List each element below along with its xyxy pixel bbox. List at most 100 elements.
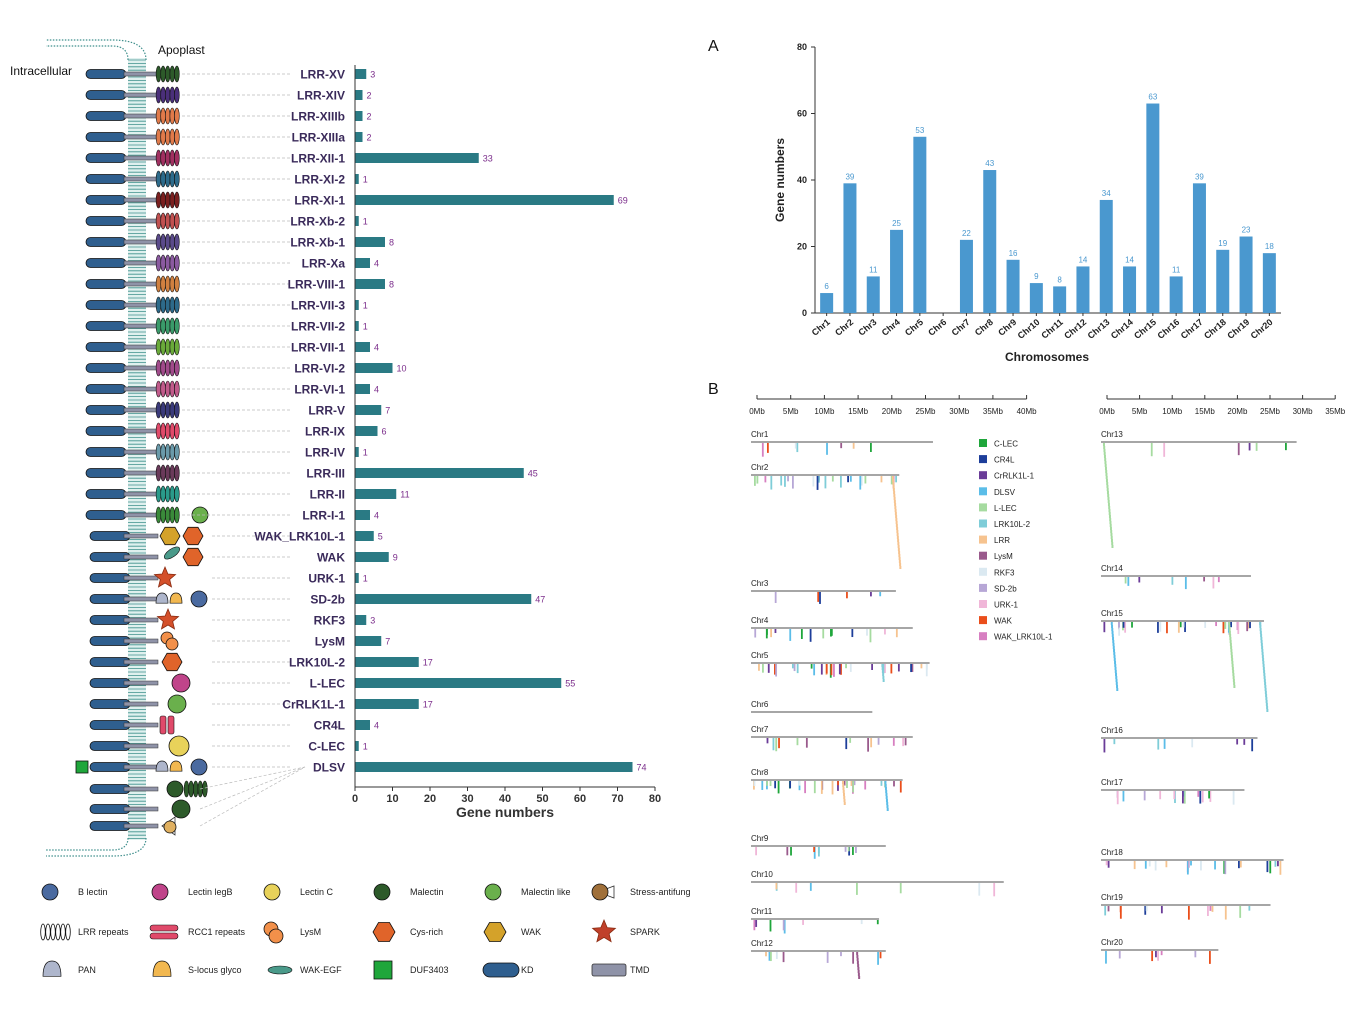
legend-swatch — [979, 600, 987, 608]
leader-line — [199, 766, 306, 790]
lrr-repeats-icon — [169, 443, 176, 461]
gene-marker — [852, 443, 855, 449]
chromosome-label: Chr17 — [1101, 778, 1123, 787]
value-label: 16 — [1009, 249, 1018, 258]
tmd-icon — [123, 722, 159, 728]
gene-marker — [1105, 951, 1107, 964]
kd-icon — [85, 426, 127, 436]
category-label: LysM — [315, 635, 345, 649]
scale-label: 35Mb — [983, 407, 1004, 416]
gene-marker — [1159, 622, 1162, 632]
lrr-repeats-icon — [155, 107, 162, 125]
value-label: 7 — [385, 637, 390, 647]
category-label: RKF3 — [314, 614, 346, 628]
gene-cluster — [1104, 467, 1107, 470]
gene-marker — [1144, 861, 1147, 869]
gene-cluster — [895, 521, 898, 524]
lrr-repeats-icon — [155, 149, 162, 167]
kd-icon — [85, 321, 127, 331]
gene-marker — [1194, 951, 1197, 958]
value-label: 4 — [374, 343, 379, 353]
chromosome-label: Chr19 — [1101, 893, 1123, 902]
horizontal-bar-chart: LRR-XV 3 LRR-XIV 2 LRR-XIIIb 2 LRR-XIIIa 2 LRR-X… — [254, 68, 646, 775]
legend-label: TMD — [630, 965, 650, 975]
x-tick-label: Chr5 — [903, 317, 925, 338]
lrr-repeats-icon — [165, 170, 171, 188]
receptor-c-lec — [89, 735, 290, 757]
gene-marker — [1160, 951, 1163, 956]
horizontal-bar-x-axis: Gene numbers 0 10 20 30 40 50 60 70 80 — [352, 65, 661, 820]
tmd-icon — [123, 743, 159, 749]
malectin-icon — [171, 799, 191, 819]
lrr-repeats-icon — [155, 317, 162, 335]
receptor-dlsv — [75, 758, 290, 776]
gene-cluster — [1102, 443, 1105, 446]
bar-chr13 — [1099, 199, 1113, 313]
gene-marker — [1255, 443, 1258, 451]
gene-cluster — [1103, 455, 1106, 458]
x-tick-label: Chr18 — [1202, 317, 1228, 341]
gene-marker — [890, 664, 893, 674]
gene-cluster — [893, 497, 896, 500]
gene-cluster — [1264, 691, 1267, 694]
bar-cr4l — [355, 720, 370, 730]
gene-marker — [813, 781, 816, 794]
chromosome-label: Chr4 — [751, 616, 769, 625]
panel-a-y-label: Gene numbers — [773, 138, 787, 222]
bar-lrr-xv — [355, 69, 367, 79]
chromosome-label: Chr18 — [1101, 848, 1123, 857]
gene-marker — [813, 847, 816, 853]
gene-marker — [831, 476, 834, 482]
gene-cluster — [1263, 670, 1266, 673]
gene-marker — [754, 476, 756, 486]
lrr-repeats-icon — [174, 128, 180, 146]
gene-marker — [1212, 577, 1215, 589]
gene-marker — [766, 738, 769, 744]
lrr-repeats-icon — [160, 86, 166, 104]
lrr-repeats-icon — [169, 317, 176, 335]
gene-cluster — [891, 476, 894, 479]
chromosome-label: Chr14 — [1101, 564, 1123, 573]
gene-marker — [796, 443, 799, 453]
gene-cluster — [1106, 482, 1109, 485]
legend-swatch — [979, 439, 987, 447]
gene-marker — [1184, 577, 1187, 590]
gene-marker — [1239, 906, 1242, 918]
gene-marker — [993, 883, 996, 897]
gene-cluster — [1110, 622, 1113, 625]
gene-cluster — [1111, 542, 1114, 545]
kd-icon — [85, 405, 127, 415]
gene-marker — [813, 847, 816, 859]
membrane-curve-top-outer — [46, 39, 147, 61]
gene-marker — [1187, 861, 1190, 868]
rcc1-repeats-icon — [167, 715, 175, 735]
gene-cluster — [1228, 628, 1231, 631]
b-lectin-icon — [190, 758, 208, 776]
scale-label: 10Mb — [814, 407, 835, 416]
bar-chr18 — [1216, 249, 1230, 313]
category-label: LRR-Xb-1 — [290, 236, 345, 250]
legend-item: WAK — [483, 922, 541, 942]
gene-cluster — [882, 673, 885, 676]
cys-rich-icon — [161, 652, 183, 672]
kd-icon — [85, 279, 127, 289]
gene-marker — [1116, 791, 1119, 805]
lrr-repeats-icon — [174, 506, 180, 524]
gene-marker — [870, 738, 873, 748]
gene-marker — [870, 592, 872, 597]
gene-marker — [1224, 906, 1227, 920]
gene-cluster — [857, 967, 860, 970]
gene-marker — [809, 629, 812, 642]
legend-label: SPARK — [630, 927, 660, 937]
lrr-repeats-icon — [155, 380, 162, 398]
bar-chr4 — [890, 229, 904, 313]
legend-label: LRK10L-2 — [994, 520, 1031, 529]
lrr-repeats-icon — [160, 149, 166, 167]
y-tick-label: 0 — [802, 308, 807, 318]
value-label: 2 — [367, 91, 372, 101]
lrr-repeats-icon — [169, 86, 176, 104]
gene-marker — [1173, 791, 1176, 800]
chromosome-label: Chr8 — [751, 768, 769, 777]
bar-lrr-xiiib — [355, 111, 363, 121]
